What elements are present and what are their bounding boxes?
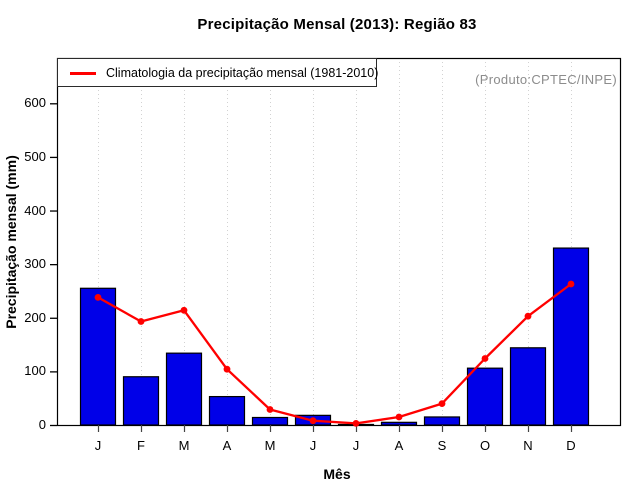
bar-D-12 bbox=[552, 247, 590, 426]
source-annotation: (Produto:CPTEC/INPE) bbox=[475, 72, 617, 87]
y-tick-label: 300 bbox=[24, 256, 46, 272]
climatology-point-F-2 bbox=[137, 318, 145, 325]
climatology-point-N-11 bbox=[524, 312, 532, 320]
climatology-point-J-6 bbox=[309, 417, 317, 425]
climatology-point-M-3 bbox=[180, 306, 188, 314]
legend-label: Climatologia da precipitação mensal (198… bbox=[106, 66, 379, 80]
x-tick-label: A bbox=[222, 438, 232, 453]
y-tick-label: 100 bbox=[24, 363, 46, 379]
x-tick-label: J bbox=[352, 438, 360, 453]
y-tick-label: 500 bbox=[24, 148, 46, 164]
x-tick-label: J bbox=[309, 438, 317, 453]
climatology-point-J-1 bbox=[94, 294, 102, 301]
climatology-point-O-10 bbox=[481, 355, 489, 362]
climatology-point-A-4 bbox=[223, 365, 231, 373]
bar-A-4 bbox=[208, 395, 246, 426]
x-tick-label: F bbox=[137, 438, 145, 453]
x-tick-label: J bbox=[94, 438, 102, 453]
x-tick-label: M bbox=[264, 438, 276, 453]
climatology-point-S-9 bbox=[438, 400, 446, 407]
climatology-line bbox=[97, 283, 572, 425]
bar-M-3 bbox=[165, 352, 203, 426]
climatology-point-A-8 bbox=[395, 413, 403, 421]
bar-A-8 bbox=[380, 421, 418, 426]
climatology-point-M-5 bbox=[266, 406, 274, 413]
x-tick-label: S bbox=[437, 438, 447, 453]
x-tick-label: N bbox=[523, 438, 533, 453]
bar-J-1 bbox=[79, 287, 117, 426]
x-axis-title: Mês bbox=[323, 466, 351, 482]
legend-line-swatch bbox=[70, 72, 96, 75]
x-tick-label: A bbox=[394, 438, 404, 453]
y-tick-label: 200 bbox=[24, 309, 46, 325]
climatology-point-J-7 bbox=[352, 420, 360, 427]
y-tick-label: 400 bbox=[24, 202, 46, 218]
legend: Climatologia da precipitação mensal (198… bbox=[57, 58, 379, 87]
bar-S-9 bbox=[423, 416, 461, 426]
x-tick-label: D bbox=[566, 438, 576, 453]
chart-title: Precipitação Mensal (2013): Região 83 bbox=[197, 16, 477, 33]
y-tick-label: 0 bbox=[38, 417, 46, 432]
bar-O-10 bbox=[466, 367, 504, 426]
x-tick-label: O bbox=[479, 438, 491, 453]
bar-N-11 bbox=[509, 347, 547, 426]
climatology-point-D-12 bbox=[567, 280, 575, 288]
y-tick-label: 600 bbox=[24, 95, 46, 111]
bar-M-5 bbox=[251, 416, 289, 426]
x-tick-label: M bbox=[178, 438, 190, 453]
bar-F-2 bbox=[122, 376, 160, 426]
